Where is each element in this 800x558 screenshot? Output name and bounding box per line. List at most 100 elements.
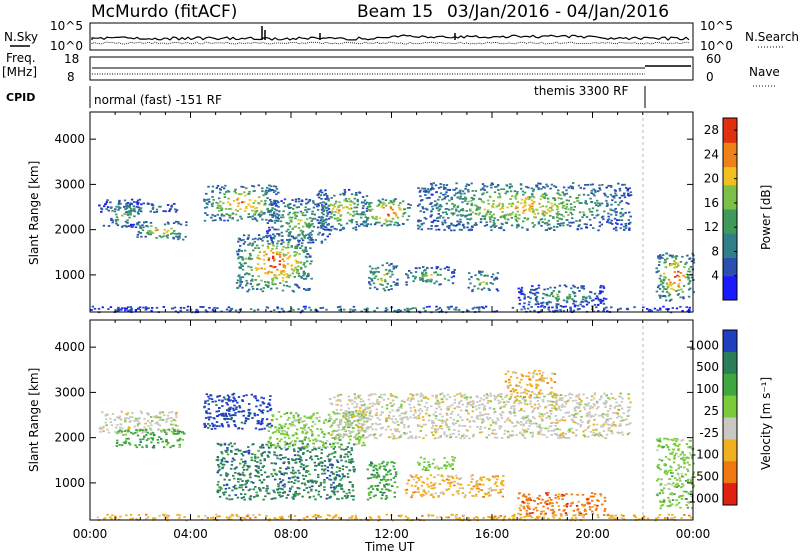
freq-bottom-tick: 8 (67, 70, 75, 84)
power-ytick-label: 2000 (54, 223, 85, 237)
power-colorbar-cell (723, 239, 737, 246)
velocity-colorbar-tick: -100 (692, 448, 719, 462)
vel-region-1 (116, 429, 186, 449)
freq-strip: Freq. [MHz] 18 8 60 0 Nave (2, 51, 780, 86)
power-colorbar-cell (723, 215, 737, 222)
velocity-colorbar: 1000 500 100 25 -25 -100 -500 -1000 (684, 330, 737, 506)
power-colorbar-cell (723, 179, 737, 186)
vel-ytick-label: 1000 (54, 476, 85, 490)
time-tick-label: 12:00 (374, 527, 409, 541)
power-region-0 (103, 199, 143, 229)
power-colorbar-tick: 12 (704, 220, 719, 234)
power-colorbar-cell (723, 118, 737, 125)
nave-label: Nave (749, 65, 780, 79)
vel-region-10 (517, 492, 606, 516)
power-region-9 (405, 266, 456, 286)
time-tick-label: 04:00 (173, 527, 208, 541)
power-ytick-label: 3000 (54, 177, 85, 191)
power-region-4 (236, 234, 313, 292)
power-colorbar-cell (723, 227, 737, 234)
date-range: 03/Jan/2016 - 04/Jan/2016 (447, 2, 669, 22)
time-tick-label: 00:00 (676, 527, 711, 541)
velocity-colorbar-tick: 25 (704, 404, 719, 418)
power-colorbar-cell (723, 264, 737, 271)
power-colorbar-cell (723, 233, 737, 240)
power-colorbar-cell (723, 191, 737, 198)
velocity-colorbar-tick: 100 (696, 382, 719, 396)
power-ytick-label: 1000 (54, 268, 85, 282)
power-region-11 (468, 271, 500, 292)
vel-ytick-label: 3000 (54, 385, 85, 399)
power-colorbar-cell (723, 167, 737, 174)
velocity-colorbar-cell (723, 374, 737, 396)
time-tick-label: 08:00 (274, 527, 309, 541)
velocity-colorbar-cell (723, 396, 737, 418)
power-colorbar-tick: 24 (704, 147, 719, 161)
vel-ytick-label: 4000 (54, 340, 85, 354)
power-colorbar-cell (723, 161, 737, 168)
velocity-colorbar-cell (723, 461, 737, 483)
nave-bottom-tick: 0 (706, 70, 714, 84)
power-colorbar-tick: 8 (711, 244, 719, 258)
velocity-colorbar-tick: -25 (699, 426, 719, 440)
power-colorbar-tick: 4 (711, 269, 719, 283)
freq-top-tick: 18 (64, 52, 79, 66)
power-colorbar-cell (723, 252, 737, 259)
time-tick-label: 16:00 (475, 527, 510, 541)
vel-ytick-label: 2000 (54, 431, 85, 445)
power-region-1 (136, 221, 187, 241)
power-region-10 (417, 182, 633, 231)
cpid-row: CPID normal (fast) -151 RF themis 3300 R… (6, 84, 645, 108)
power-colorbar-cell (723, 185, 737, 192)
vel-region-7 (405, 474, 505, 498)
power-colorbar-cell (723, 154, 737, 161)
velocity-colorbar-tick: -1000 (684, 491, 719, 505)
vel-region-2 (203, 393, 273, 431)
power-colorbar-label: Power [dB] (759, 185, 773, 250)
velocity-colorbar-cell (723, 439, 737, 461)
nsky-top-tick: 10^5 (50, 19, 83, 33)
time-axis: 00:00 04:00 08:00 12:00 16:00 20:00 00:00 (73, 527, 711, 541)
power-colorbar-cell (723, 288, 737, 295)
station-title: McMurdo (fitACF) (91, 2, 237, 22)
nsearch-top-tick: 10^5 (700, 19, 733, 33)
nsky-label: N.Sky (4, 30, 38, 44)
time-tick-label: 00:00 (73, 527, 108, 541)
velocity-colorbar-cell (723, 352, 737, 374)
nsearch-bottom-tick: 10^0 (700, 39, 733, 53)
velocity-colorbar-cell (723, 330, 737, 352)
power-region-13 (656, 253, 696, 302)
power-colorbar-cell (723, 209, 737, 216)
power-colorbar: 4 8 12 16 20 24 28 (704, 118, 737, 301)
power-region-12 (518, 284, 608, 308)
nsearch-label: N.Search (745, 30, 799, 44)
velocity-colorbar-tick: 1000 (688, 338, 719, 352)
beam-label: Beam 15 (357, 2, 433, 22)
vel-region-3 (216, 442, 356, 500)
velocity-colorbar-tick: 500 (696, 360, 719, 374)
cpid-label: CPID (6, 91, 35, 104)
power-colorbar-cell (723, 282, 737, 289)
nsky-bottom-tick: 10^0 (50, 39, 83, 53)
freq-unit-label: [MHz] (2, 65, 37, 79)
power-colorbar-cell (723, 130, 737, 137)
vel-region-5 (329, 392, 632, 439)
cpid-mode-themis: themis 3300 RF (534, 84, 628, 98)
nave-top-tick: 60 (706, 52, 721, 66)
power-colorbar-tick: 28 (704, 123, 719, 137)
time-tick-label: 20:00 (575, 527, 610, 541)
power-colorbar-tick: 16 (704, 196, 719, 210)
noise-strip: N.Sky 10^5 10^0 10^5 10^0 N.Search (4, 19, 799, 53)
velocity-colorbar-cell (723, 418, 737, 440)
velocity-colorbar-label: Velocity [m s⁻¹] (759, 377, 773, 470)
power-region-3 (203, 184, 280, 222)
vel-region-8 (417, 456, 456, 471)
power-ytick-label: 4000 (54, 132, 85, 146)
time-axis-label: Time UT (364, 540, 415, 554)
power-colorbar-cell (723, 276, 737, 283)
power-colorbar-tick: 20 (704, 172, 719, 186)
velocity-colorbar-cell (723, 483, 737, 505)
velocity-colorbar-tick: -500 (692, 470, 719, 484)
